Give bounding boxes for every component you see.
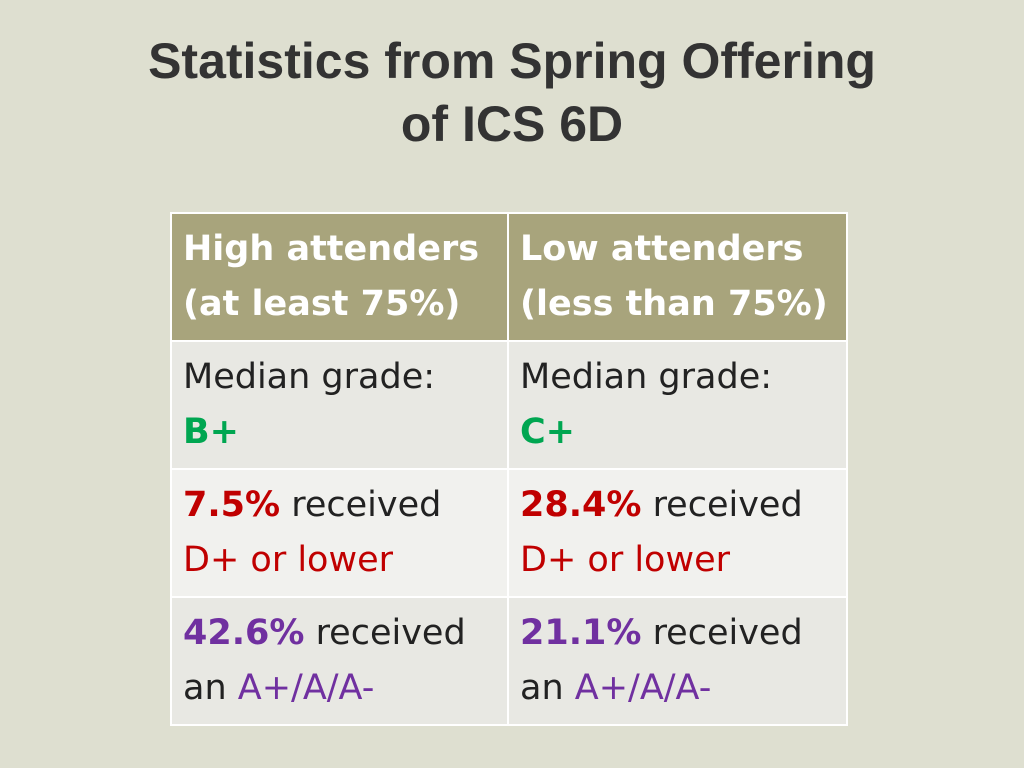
- header-low-attenders: Low attenders (less than 75%): [507, 212, 848, 342]
- received-text: received: [641, 613, 803, 653]
- low-grade-low-cell: 28.4% received D+ or lower: [507, 468, 848, 598]
- low-grade-high-cell: 7.5% received D+ or lower: [170, 468, 509, 598]
- low-grade-row: 7.5% received D+ or lower 28.4% received…: [170, 468, 848, 598]
- low-grade-percent: 7.5%: [183, 485, 281, 525]
- high-grade-high-cell: 42.6% received an A+/A/A-: [170, 596, 509, 726]
- title-line-2: of ICS 6D: [400, 96, 624, 152]
- median-grade-row: Median grade: B+ Median grade: C+: [170, 340, 848, 470]
- median-grade-label: Median grade:: [183, 357, 436, 397]
- high-grade-percent: 42.6%: [183, 613, 305, 653]
- low-grade-range: D+ or lower: [183, 540, 394, 580]
- header-low-line-2: (less than 75%): [520, 284, 828, 324]
- high-grade-percent: 21.1%: [520, 613, 642, 653]
- header-high-line-1: High attenders: [183, 229, 480, 269]
- header-high-line-2: (at least 75%): [183, 284, 461, 324]
- median-grade-value: B+: [183, 412, 240, 452]
- median-grade-value: C+: [520, 412, 576, 452]
- header-low-line-1: Low attenders: [520, 229, 804, 269]
- slide-title: Statistics from Spring Offering of ICS 6…: [0, 30, 1024, 156]
- received-text: received: [280, 485, 442, 525]
- an-prefix: an: [520, 668, 575, 708]
- low-grade-percent: 28.4%: [520, 485, 642, 525]
- median-grade-low-cell: Median grade: C+: [507, 340, 848, 470]
- median-grade-label: Median grade:: [520, 357, 773, 397]
- header-row: High attenders (at least 75%) Low attend…: [170, 212, 848, 342]
- statistics-table: High attenders (at least 75%) Low attend…: [170, 212, 848, 726]
- median-grade-high-cell: Median grade: B+: [170, 340, 509, 470]
- high-grade-range: A+/A/A-: [574, 668, 712, 708]
- title-line-1: Statistics from Spring Offering: [148, 33, 876, 89]
- received-text: received: [304, 613, 466, 653]
- received-text: received: [641, 485, 803, 525]
- low-grade-range: D+ or lower: [520, 540, 731, 580]
- high-grade-low-cell: 21.1% received an A+/A/A-: [507, 596, 848, 726]
- header-high-attenders: High attenders (at least 75%): [170, 212, 509, 342]
- high-grade-row: 42.6% received an A+/A/A- 21.1% received…: [170, 596, 848, 726]
- an-prefix: an: [183, 668, 238, 708]
- high-grade-range: A+/A/A-: [237, 668, 375, 708]
